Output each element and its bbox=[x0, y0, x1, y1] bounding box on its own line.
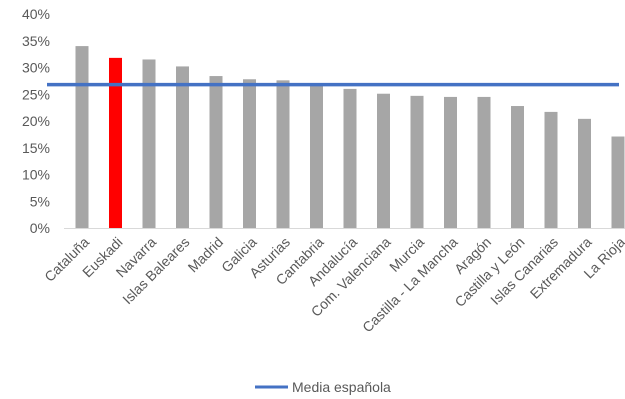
y-tick-label: 40% bbox=[22, 6, 50, 22]
y-tick-label: 25% bbox=[22, 86, 50, 102]
y-tick-label: 10% bbox=[22, 167, 50, 183]
y-axis-ticks: 0% 5% 10% 15% 20% 25% 30% 35% 40% bbox=[22, 6, 50, 236]
y-tick-label: 15% bbox=[22, 140, 50, 156]
bar bbox=[377, 94, 390, 228]
y-tick-label: 20% bbox=[22, 113, 50, 129]
bar bbox=[444, 97, 457, 228]
x-tick-label: Cataluña bbox=[41, 234, 92, 285]
bar bbox=[411, 96, 424, 228]
bar bbox=[310, 84, 323, 228]
bar bbox=[210, 76, 223, 228]
bar bbox=[511, 106, 524, 228]
bar bbox=[612, 137, 625, 228]
y-tick-label: 35% bbox=[22, 33, 50, 49]
y-tick-label: 0% bbox=[30, 220, 50, 236]
bar bbox=[243, 79, 256, 228]
bar bbox=[277, 80, 290, 228]
legend: Media española bbox=[255, 379, 391, 395]
bar bbox=[545, 112, 558, 228]
y-tick-label: 5% bbox=[30, 193, 50, 209]
bars bbox=[76, 46, 625, 228]
bar bbox=[578, 119, 591, 228]
x-tick-label: Madrid bbox=[185, 234, 227, 276]
legend-label: Media española bbox=[292, 379, 391, 395]
bar bbox=[76, 46, 89, 228]
bar bbox=[344, 89, 357, 228]
bar bbox=[176, 66, 189, 228]
bar bbox=[478, 97, 491, 228]
y-tick-label: 30% bbox=[22, 60, 50, 76]
